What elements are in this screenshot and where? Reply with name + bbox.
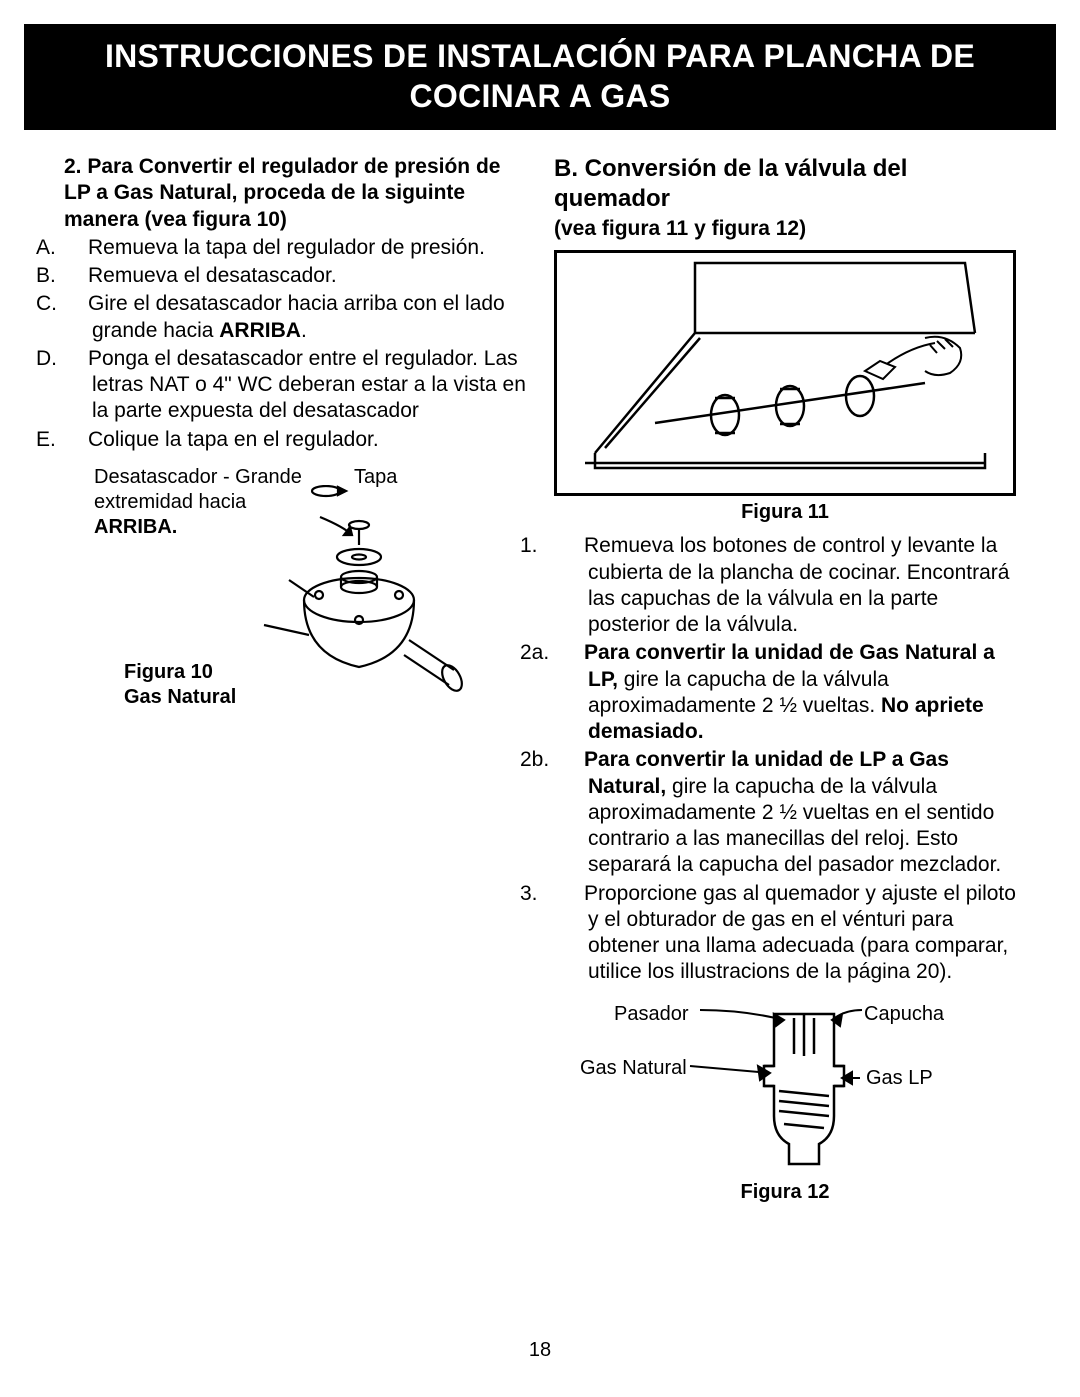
- list-item: 2a.Para convertir la unidad de Gas Natur…: [588, 640, 1016, 745]
- list-text-bold: ARRIBA: [219, 319, 301, 342]
- list-letter: D.: [64, 346, 88, 372]
- left-list: A.Remueva la tapa del regulador de presi…: [64, 235, 526, 453]
- cooktop-valve-diagram-icon: [557, 253, 1013, 493]
- list-letter: E.: [64, 427, 88, 453]
- fig10-caption-line2: Gas Natural: [124, 686, 236, 708]
- fig10-label-bold: ARRIBA.: [94, 516, 177, 538]
- list-item: 3.Proporcione gas al quemador y ajuste e…: [588, 881, 1016, 986]
- fig11-caption: Figura 11: [554, 500, 1016, 525]
- valve-cap-diagram-icon: [644, 996, 964, 1176]
- fig12-caption: Figura 12: [554, 1180, 1016, 1205]
- list-item: C.Gire el desatascador hacia arriba con …: [92, 291, 526, 344]
- list-text: Remueva el desatascador.: [88, 264, 337, 287]
- list-text: Colique la tapa en el regulador.: [88, 428, 379, 451]
- list-number: 2b.: [554, 747, 584, 773]
- list-text: Remueva la tapa del regulador de presión…: [88, 236, 485, 259]
- list-letter: A.: [64, 235, 88, 261]
- list-text: Proporcione gas al quemador y ajuste el …: [584, 882, 1016, 984]
- right-list: 1.Remueva los botones de control y levan…: [554, 533, 1016, 985]
- list-item: D.Ponga el desatascador entre el regulad…: [92, 346, 526, 425]
- list-item: A.Remueva la tapa del regulador de presi…: [92, 235, 526, 261]
- list-number: 1.: [554, 533, 584, 559]
- figure-11: [554, 250, 1016, 496]
- list-item: 2b.Para convertir la unidad de LP a Gas …: [588, 747, 1016, 878]
- right-subheading: (vea figura 11 y figura 12): [554, 216, 1016, 242]
- columns: 2. Para Convertir el regulador de presió…: [24, 154, 1056, 1206]
- right-column: B. Conversión de la válvula del quemador…: [554, 154, 1016, 1206]
- left-heading: 2. Para Convertir el regulador de presió…: [64, 154, 526, 233]
- fig10-caption-line1: Figura 10: [124, 661, 213, 683]
- list-letter: B.: [64, 263, 88, 289]
- list-text: Remueva los botones de control y levante…: [584, 534, 1009, 636]
- list-item: 1.Remueva los botones de control y levan…: [588, 533, 1016, 638]
- list-letter: C.: [64, 291, 88, 317]
- list-item: E.Colique la tapa en el regulador.: [92, 427, 526, 453]
- page: INSTRUCCIONES DE INSTALACIÓN PARA PLANCH…: [0, 0, 1080, 1397]
- fig10-caption: Figura 10 Gas Natural: [124, 660, 236, 710]
- regulator-diagram-icon: [254, 485, 474, 715]
- figure-12: Pasador Capucha Gas Natural Gas LP: [554, 996, 1016, 1206]
- list-number: 3.: [554, 881, 584, 907]
- right-heading: B. Conversión de la válvula del quemador: [554, 154, 1016, 214]
- list-text: .: [301, 319, 307, 342]
- page-number: 18: [0, 1338, 1080, 1363]
- figure-10: Desatascador - Grande extremidad hacia A…: [64, 465, 526, 735]
- list-text: Ponga el desatascador entre el regulador…: [88, 347, 526, 423]
- list-text: gire la capucha de la válvula aproximada…: [588, 668, 889, 717]
- page-title-bar: INSTRUCCIONES DE INSTALACIÓN PARA PLANCH…: [24, 24, 1056, 130]
- list-number: 2a.: [554, 640, 584, 666]
- list-item: B.Remueva el desatascador.: [92, 263, 526, 289]
- left-column: 2. Para Convertir el regulador de presió…: [64, 154, 526, 1206]
